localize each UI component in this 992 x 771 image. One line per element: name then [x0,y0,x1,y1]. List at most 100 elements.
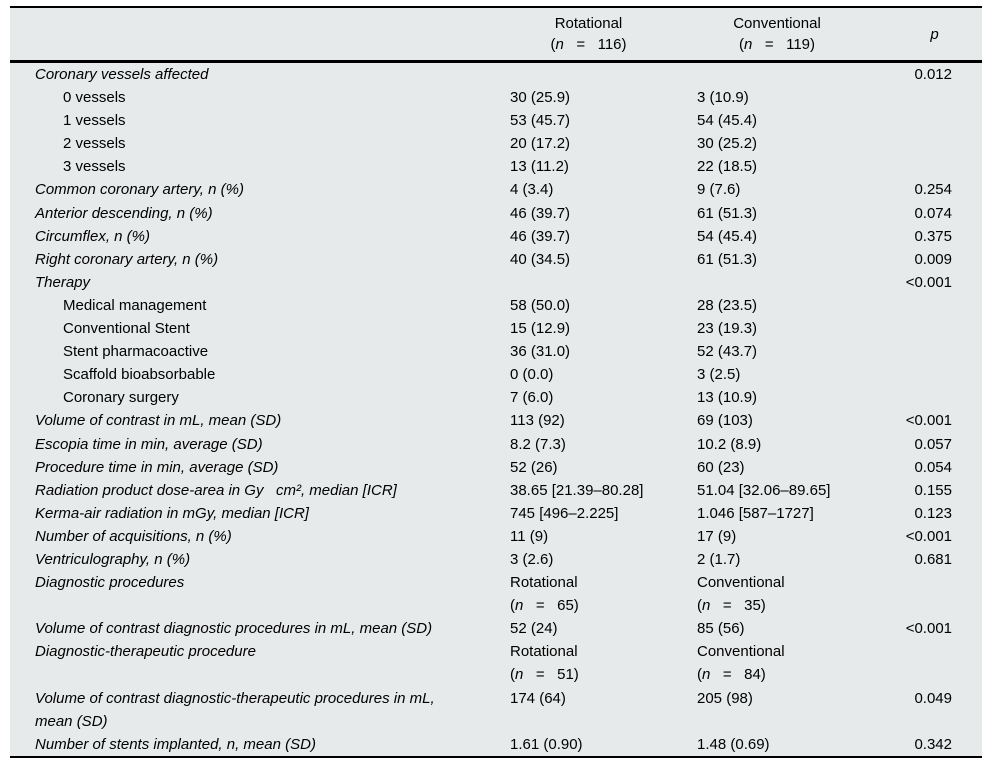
cell-line: 15 (12.9) [510,320,571,338]
conventional-value: 17 (9) [697,525,887,548]
table-row: Medical management 58 (50.0) 28 (23.5) [10,294,982,317]
cell-line: 22 (18.5) [697,158,758,176]
table-row: Number of stents implanted, n, mean (SD)… [10,733,982,757]
cell-line: Circumflex, n (%) [35,227,151,245]
conventional-value: 60 (23) [697,456,887,479]
rotational-value: 53 (45.7) [510,109,697,132]
p-value: 0.009 [914,250,952,268]
p-value: 0.155 [914,481,952,499]
cell-line: 40 (34.5) [510,250,571,268]
p-value [887,571,982,617]
cell-line: Coronary vessels affected [35,66,209,83]
p-value [887,86,982,109]
table-row: Diagnostic-therapeutic procedure Rotation… [10,640,982,686]
cell-line: Volume of contrast in mL, mean (SD) [35,412,282,430]
cell-line: Medical management [63,296,207,314]
cell-line: 52 (26) [510,458,558,476]
table-row: 2 vessels 20 (17.2) 30 (25.2) [10,132,982,155]
cell-line: 51.04 [32.06–89.65] [697,481,831,499]
rotational-value: 36 (31.0) [510,340,697,363]
cell-line: 10.2 (8.9) [697,435,762,453]
conventional-value: 9 (7.6) [697,178,887,201]
p-value [887,109,982,132]
cell-line: 745 [496–2.225] [510,504,619,522]
cell-line: 28 (23.5) [697,296,758,314]
cell-line: 58 (50.0) [510,296,571,314]
cell-line: Anterior descending, n (%) [35,204,213,222]
cell-line: 13 (11.2) [510,158,569,176]
cell-line: 30 (25.9) [510,89,571,107]
conventional-value: 205 (98) [697,687,887,733]
cell-line: 174 (64) [510,689,566,707]
cell-line: Right coronary artery, n (%) [35,250,219,268]
cell-line: Procedure time in min, average (SD) [35,458,279,476]
p-value: 0.049 [914,689,952,707]
cell-line: Conventional Stent [63,320,190,338]
table-row: Procedure time in min, average (SD) 52 (2… [10,456,982,479]
cell-line: 3 (10.9) [697,89,749,107]
cell-line: 9 (7.6) [697,181,741,199]
table-row: Therapy <0.001 [10,271,982,294]
rotational-value: 30 (25.9) [510,86,697,109]
cell-line: 1.046 [587–1727] [697,504,814,522]
p-value [887,386,982,409]
p-value [887,340,982,363]
rotational-value: 38.65 [21.39–80.28] [510,479,697,502]
conventional-value: 52 (43.7) [697,340,887,363]
rotational-value [510,62,697,87]
cell-line: 52 (43.7) [697,343,758,361]
row-label: Stent pharmacoactive [10,340,510,363]
cell-line: 2 (1.7) [697,550,741,568]
row-label: Escopia time in min, average (SD) [10,433,510,456]
rotational-value: 52 (24) [510,617,697,640]
row-label: Coronary vessels affected [10,62,510,87]
cell-line: 205 (98) [697,689,753,707]
p-value: 0.342 [914,735,952,753]
rotational-value: 58 (50.0) [510,294,697,317]
table-header: Rotational (n = 116) Conventional (n = 1… [10,7,982,63]
col-header-rotational-n: (n = 116) [550,36,627,53]
cell-line: 7 (6.0) [510,389,554,407]
table-row: Right coronary artery, n (%) 40 (34.5) 61 … [10,248,982,271]
cell-line: mean (SD) [35,712,108,730]
row-label: 2 vessels [10,132,510,155]
row-label: 0 vessels [10,86,510,109]
cell-line: 30 (25.2) [697,135,758,153]
cell-line: Scaffold bioabsorbable [63,366,216,384]
cell-line: 60 (23) [697,458,745,476]
cell-line: 11 (9) [510,527,549,545]
table-row: Coronary vessels affected 0.012 [10,62,982,87]
cell-line: 52 (24) [510,620,558,638]
conventional-value: 1.48 (0.69) [697,733,887,757]
cell-line: 53 (45.7) [510,112,571,130]
cell-line: 54 (45.4) [697,227,758,245]
rotational-value: 11 (9) [510,525,697,548]
cell-line: Volume of contrast diagnostic procedures… [35,620,433,638]
table-row: Coronary surgery 7 (6.0) 13 (10.9) [10,386,982,409]
col-header-conventional: Conventional (n = 119) [697,7,887,63]
conventional-value: 10.2 (8.9) [697,433,887,456]
rotational-value: 46 (39.7) [510,225,697,248]
conventional-value: 3 (10.9) [697,86,887,109]
cell-line: 69 (103) [697,412,753,430]
conventional-value: 28 (23.5) [697,294,887,317]
p-value: 0.012 [914,66,952,83]
row-label: Radiation product dose-area in Gy cm², m… [10,479,510,502]
cell-line: Rotational [510,574,578,592]
cell-line: 2 vessels [63,135,126,153]
cell-line: Coronary surgery [63,389,179,407]
cell-line: 1.48 (0.69) [697,735,770,753]
rotational-value: 7 (6.0) [510,386,697,409]
p-value: 0.681 [914,550,952,568]
rotational-value: 20 (17.2) [510,132,697,155]
conventional-value: Conventional (n = 35) [697,571,887,617]
row-label: Coronary surgery [10,386,510,409]
cell-line: 54 (45.4) [697,112,758,130]
cell-line: Therapy [35,273,91,291]
table-row: Stent pharmacoactive 36 (31.0) 52 (43.7) [10,340,982,363]
conventional-value: 30 (25.2) [697,132,887,155]
table-row: Conventional Stent 15 (12.9) 23 (19.3) [10,317,982,340]
cell-line: (n = 84) [697,666,766,684]
row-label: Kerma-air radiation in mGy, median [ICR] [10,502,510,525]
cell-line: 3 (2.6) [510,550,554,568]
